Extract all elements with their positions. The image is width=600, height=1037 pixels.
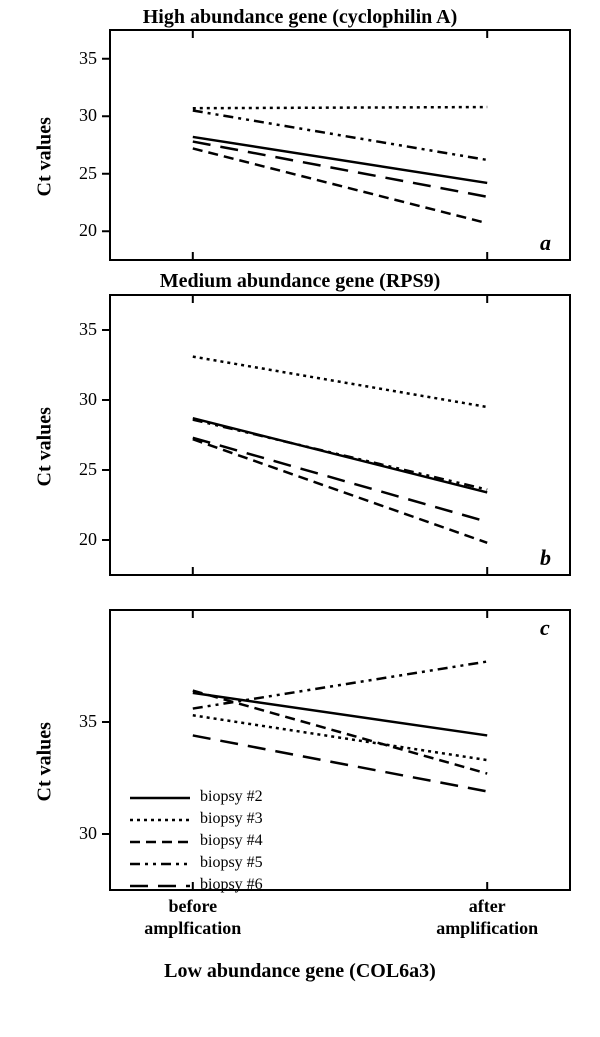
legend-label-biopsy4: biopsy #4: [200, 832, 263, 850]
xtick-before-line1: before: [123, 896, 263, 917]
ytick-label: 25: [65, 459, 97, 480]
ytick-label: 30: [65, 823, 97, 844]
ytick-label: 20: [65, 220, 97, 241]
series-line-biopsy5: [193, 662, 487, 709]
series-line-biopsy3: [193, 107, 487, 108]
xtick-before-line2: amplfication: [123, 918, 263, 939]
ytick-label: 30: [65, 389, 97, 410]
legend-label-biopsy3: biopsy #3: [200, 810, 263, 828]
legend-label-biopsy5: biopsy #5: [200, 854, 263, 872]
series-line-biopsy2: [193, 137, 487, 183]
series-line-biopsy6: [193, 735, 487, 791]
legend-label-biopsy2: biopsy #2: [200, 788, 263, 806]
ytick-label: 20: [65, 529, 97, 550]
ytick-label: 35: [65, 319, 97, 340]
ytick-label: 25: [65, 163, 97, 184]
series-line-biopsy4: [193, 691, 487, 774]
ytick-label: 30: [65, 105, 97, 126]
ytick-label: 35: [65, 711, 97, 732]
legend-label-biopsy6: biopsy #6: [200, 876, 263, 894]
series-line-biopsy2: [193, 693, 487, 736]
series-line-biopsy3: [193, 357, 487, 407]
ytick-label: 35: [65, 48, 97, 69]
series-line-biopsy3: [193, 715, 487, 760]
xtick-after-line2: amplification: [417, 918, 557, 939]
figure-container: High abundance gene (cyclophilin A) Ct v…: [0, 0, 600, 1037]
xtick-after-line1: after: [417, 896, 557, 917]
series-line-biopsy2: [193, 418, 487, 492]
series-line-biopsy5: [193, 111, 487, 160]
chart-svg: [0, 0, 600, 1037]
series-line-biopsy6: [193, 142, 487, 197]
